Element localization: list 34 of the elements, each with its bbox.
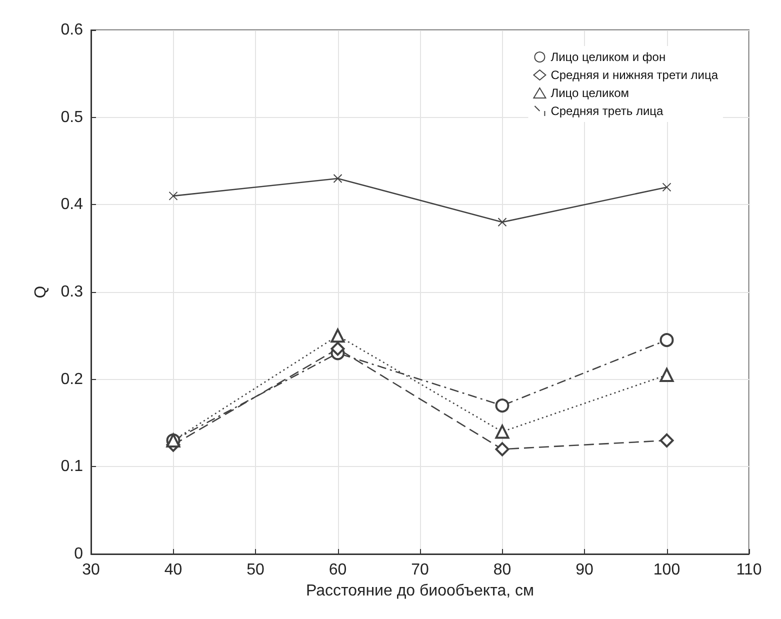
legend-label: Средняя треть лица <box>550 104 664 118</box>
point <box>495 442 510 456</box>
legend-label: Средняя и нижняя трети лица <box>550 68 718 82</box>
x-tick-label: 50 <box>246 562 264 578</box>
x-tick-label: 100 <box>653 562 680 578</box>
point <box>333 174 342 183</box>
y-tick-label: 0.1 <box>60 458 84 476</box>
x-tick-label: 40 <box>164 562 182 578</box>
point <box>495 398 510 413</box>
y-tick-label: 0.4 <box>60 196 84 214</box>
point <box>660 368 674 382</box>
y-tick-label: 0.5 <box>60 108 84 126</box>
x-axis-title: Расстояние до биообъекта, см <box>306 582 534 600</box>
x-tick-label: 90 <box>576 562 594 578</box>
y-axis-title: Q <box>32 286 50 298</box>
x-tick-label: 60 <box>328 562 347 578</box>
point <box>662 182 672 192</box>
x-tick-label: 110 <box>736 562 762 578</box>
point <box>498 218 507 227</box>
point <box>495 424 510 439</box>
point <box>660 433 674 448</box>
x-tick-label: 30 <box>82 562 100 578</box>
y-tick-label: 0.6 <box>60 22 84 38</box>
point <box>330 328 345 343</box>
y-tick-label: 0 <box>74 546 84 562</box>
legend-label: Лицо целиком и фон <box>550 50 666 64</box>
y-tick-label: 0.3 <box>60 284 84 300</box>
point <box>660 333 674 348</box>
x-tick-label: 80 <box>493 562 512 578</box>
legend-label: Лицо целиком <box>550 86 630 100</box>
point <box>330 342 345 356</box>
y-tick-label: 0.2 <box>60 370 84 388</box>
point <box>168 191 178 200</box>
x-tick-label: 70 <box>411 562 429 578</box>
